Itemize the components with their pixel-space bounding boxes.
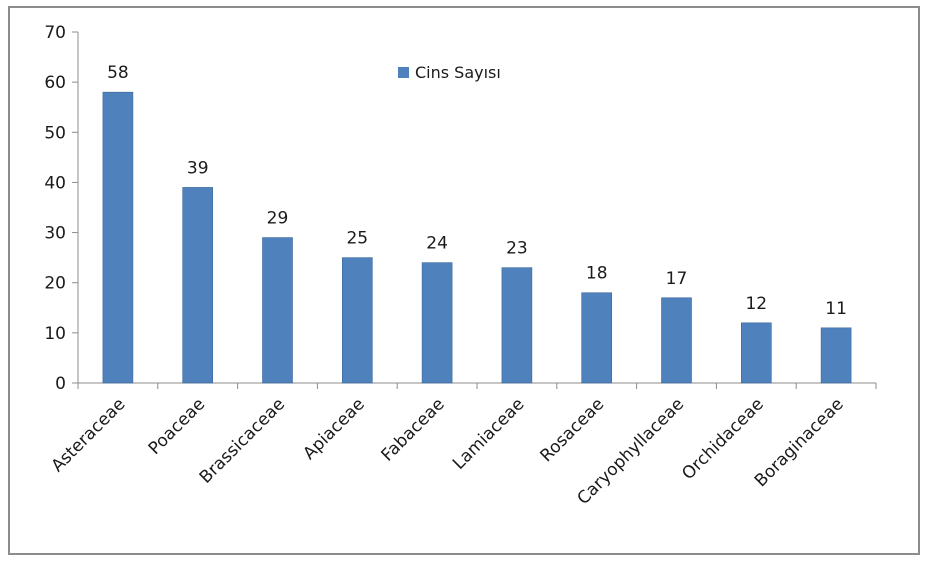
y-tick-label: 10 <box>44 324 66 344</box>
category-label-asteraceae: Asteraceae <box>48 394 130 476</box>
category-label-brassicaceae: Brassicaceae <box>196 394 289 487</box>
category-label-orchidaceae: Orchidaceae <box>678 394 768 484</box>
data-label-boraginaceae: 11 <box>825 299 847 319</box>
category-label-rosaceae: Rosaceae <box>537 394 609 466</box>
data-label-fabaceae: 24 <box>426 234 448 254</box>
category-label-poaceae: Poaceae <box>145 394 209 458</box>
data-label-asteraceae: 58 <box>107 63 129 83</box>
data-labels: 58 39 29 25 24 23 18 17 12 11 <box>107 63 847 319</box>
bar-lamiaceae <box>501 267 533 384</box>
y-tick-label: 40 <box>44 173 66 193</box>
legend: Cins Sayısı <box>398 63 501 82</box>
data-label-poaceae: 39 <box>187 158 209 178</box>
data-label-caryophyllaceae: 17 <box>666 269 688 289</box>
x-axis <box>77 382 877 389</box>
data-label-brassicaceae: 29 <box>267 209 289 229</box>
bar-rosaceae <box>581 292 613 384</box>
bar-apiaceae <box>341 257 373 384</box>
bars <box>102 91 852 384</box>
y-tick-label: 0 <box>55 374 66 394</box>
data-label-apiaceae: 25 <box>346 229 368 249</box>
data-label-orchidaceae: 12 <box>745 294 767 314</box>
category-label-fabaceae: Fabaceae <box>378 394 449 465</box>
bar-boraginaceae <box>820 327 852 384</box>
data-label-rosaceae: 18 <box>586 264 608 284</box>
data-label-lamiaceae: 23 <box>506 239 528 259</box>
y-tick-label: 50 <box>44 123 66 143</box>
legend-label: Cins Sayısı <box>415 63 501 82</box>
bar-poaceae <box>182 187 213 384</box>
bar-fabaceae <box>421 262 453 384</box>
category-label-lamiaceae: Lamiaceae <box>449 394 528 473</box>
legend-swatch <box>398 67 409 78</box>
bar-asteraceae <box>102 91 134 384</box>
y-tick-label: 60 <box>44 73 66 93</box>
y-tick-label: 70 <box>44 23 66 43</box>
y-tick-label: 30 <box>44 224 66 244</box>
bar-orchidaceae <box>740 322 772 384</box>
chart-frame <box>8 6 920 555</box>
y-axis: 0 10 20 30 40 50 60 70 <box>44 23 79 394</box>
bar-caryophyllaceae <box>661 297 692 384</box>
category-label-apiaceae: Apiaceae <box>299 394 368 463</box>
bar-brassicaceae <box>262 237 293 384</box>
y-tick-label: 20 <box>44 274 66 294</box>
